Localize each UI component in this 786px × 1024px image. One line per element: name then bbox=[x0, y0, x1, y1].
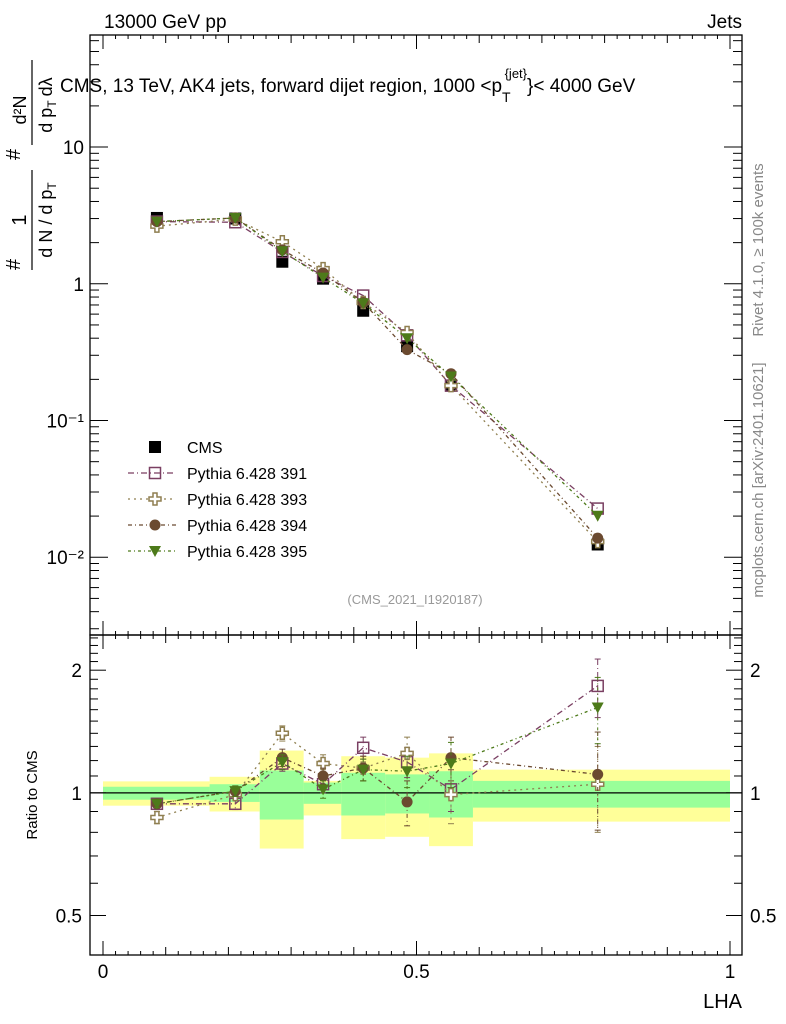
svg-text:#: # bbox=[3, 148, 25, 160]
analysis-id: (CMS_2021_I1920187) bbox=[347, 592, 482, 607]
header-right: Jets bbox=[707, 12, 742, 33]
series-line bbox=[156, 218, 599, 543]
series-line bbox=[156, 217, 599, 539]
marker-triangle bbox=[150, 216, 163, 228]
legend-label: Pythia 6.428 394 bbox=[187, 518, 307, 535]
marker-triangle bbox=[401, 766, 414, 778]
marker-triangle bbox=[317, 784, 330, 796]
x-tick-label: 0 bbox=[98, 962, 109, 983]
marker-square bbox=[149, 441, 161, 453]
y-tick-label: 10⁻² bbox=[47, 548, 85, 569]
marker-triangle bbox=[229, 786, 242, 798]
marker-triangle bbox=[276, 246, 289, 258]
y-tick-label-right: 0.5 bbox=[750, 907, 776, 928]
marker-circle bbox=[592, 768, 604, 780]
y-tick-label: 2 bbox=[71, 661, 82, 682]
band-green bbox=[259, 770, 304, 820]
x-tick-label: 0.5 bbox=[403, 962, 429, 983]
marker-triangle bbox=[444, 758, 457, 770]
marker-triangle bbox=[150, 798, 163, 810]
marker-open-cross bbox=[444, 787, 458, 802]
marker-square bbox=[276, 255, 289, 268]
y-tick-label: 1 bbox=[71, 784, 82, 805]
marker-triangle bbox=[276, 757, 289, 769]
marker-square bbox=[357, 304, 370, 317]
marker-open-cross bbox=[400, 746, 414, 761]
svg-text:d N / d pT: d N / d pT bbox=[36, 182, 59, 258]
marker-triangle bbox=[591, 510, 604, 522]
svg-text:#: # bbox=[3, 258, 25, 270]
marker-open-cross bbox=[316, 756, 330, 771]
legend-label: Pythia 6.428 395 bbox=[187, 544, 307, 561]
legend-label: Pythia 6.428 393 bbox=[187, 492, 307, 509]
marker-circle bbox=[401, 796, 413, 808]
ratio-series-pythia-6-428-395 bbox=[150, 676, 604, 810]
marker-triangle bbox=[357, 764, 370, 776]
y-axis-label: # 1 d N / d pT # d²N d pTdλ bbox=[3, 60, 59, 270]
svg-text:d pTdλ: d pTdλ bbox=[36, 77, 59, 132]
y-tick-label: 1 bbox=[73, 275, 84, 296]
marker-circle bbox=[401, 344, 413, 356]
mcplots-label: mcplots.cern.ch [arXiv:2401.10621] bbox=[750, 362, 767, 597]
marker-triangle bbox=[401, 333, 414, 345]
series-pythia-6-428-395 bbox=[150, 212, 604, 522]
marker-open-cross bbox=[148, 492, 162, 506]
ratio-line bbox=[156, 706, 598, 805]
header-left: 13000 GeV pp bbox=[104, 12, 227, 33]
legend-label: CMS bbox=[187, 440, 223, 457]
svg-text:d²N: d²N bbox=[10, 95, 30, 124]
ratio-y-label: Ratio to CMS bbox=[24, 750, 41, 839]
marker-circle bbox=[592, 532, 604, 544]
marker-triangle bbox=[591, 702, 604, 714]
marker-open-square bbox=[148, 466, 162, 480]
x-axis-label: LHA bbox=[703, 991, 743, 1013]
series-line bbox=[156, 217, 599, 517]
ratio-line bbox=[156, 732, 598, 819]
marker-open-cross bbox=[275, 726, 290, 741]
y-tick-label: 0.5 bbox=[56, 907, 82, 928]
marker-circle bbox=[317, 770, 329, 782]
marker-open-cross bbox=[150, 810, 164, 825]
legend: CMS Pythia 6.428 391 Pythia 6.428 393 Pythi… bbox=[128, 440, 307, 561]
marker-open-cross bbox=[444, 378, 458, 393]
marker-triangle bbox=[357, 298, 370, 310]
y-tick-label-right: 1 bbox=[750, 784, 761, 805]
ratio-line bbox=[156, 756, 598, 805]
x-tick-label: 1 bbox=[725, 962, 736, 983]
marker-circle bbox=[149, 519, 161, 531]
marker-triangle bbox=[149, 546, 161, 557]
marker-triangle bbox=[229, 212, 242, 224]
plot-title: CMS, 13 TeV, AK4 jets, forward dijet reg… bbox=[60, 66, 636, 105]
y-tick-label: 10⁻¹ bbox=[47, 412, 85, 433]
svg-text:1: 1 bbox=[9, 214, 31, 225]
y-tick-label: 10 bbox=[63, 138, 84, 159]
legend-label: Pythia 6.428 391 bbox=[187, 466, 307, 483]
rivet-label: Rivet 4.1.0, ≥ 100k events bbox=[750, 163, 767, 336]
marker-triangle bbox=[444, 371, 457, 383]
y-tick-label-right: 2 bbox=[750, 661, 761, 682]
marker-open-cross bbox=[590, 777, 605, 791]
marker-open-square bbox=[356, 741, 370, 755]
marker-triangle bbox=[317, 272, 330, 284]
uncertainty-bands bbox=[103, 750, 730, 849]
